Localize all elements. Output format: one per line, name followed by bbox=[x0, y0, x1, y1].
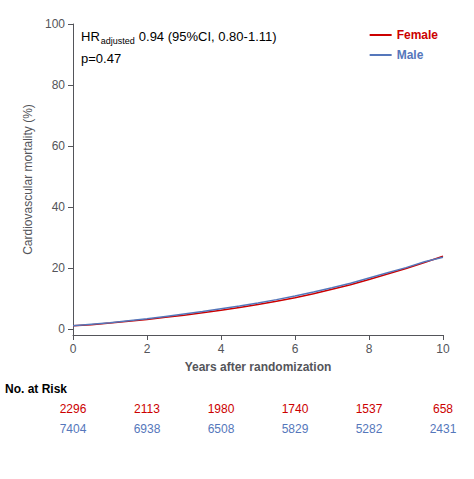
svg-text:1980: 1980 bbox=[208, 402, 235, 416]
svg-text:2296: 2296 bbox=[60, 402, 87, 416]
svg-text:60: 60 bbox=[52, 139, 66, 153]
svg-text:100: 100 bbox=[45, 17, 65, 31]
svg-text:0.94 (95%CI, 0.80-1.11): 0.94 (95%CI, 0.80-1.11) bbox=[139, 29, 277, 44]
svg-text:2: 2 bbox=[144, 342, 151, 356]
svg-text:6508: 6508 bbox=[208, 422, 235, 436]
svg-text:No. at Risk: No. at Risk bbox=[5, 382, 67, 396]
svg-text:p=0.47: p=0.47 bbox=[81, 51, 121, 66]
svg-text:5829: 5829 bbox=[282, 422, 309, 436]
svg-text:7404: 7404 bbox=[60, 422, 87, 436]
svg-text:80: 80 bbox=[52, 78, 66, 92]
svg-text:adjusted: adjusted bbox=[101, 36, 135, 46]
svg-text:4: 4 bbox=[218, 342, 225, 356]
svg-text:HR: HR bbox=[81, 29, 100, 44]
svg-text:10: 10 bbox=[436, 342, 450, 356]
svg-text:0: 0 bbox=[58, 322, 65, 336]
svg-text:40: 40 bbox=[52, 200, 66, 214]
svg-text:5282: 5282 bbox=[356, 422, 383, 436]
svg-text:2431: 2431 bbox=[430, 422, 457, 436]
svg-text:Cardiovascular mortality (%): Cardiovascular mortality (%) bbox=[21, 104, 35, 255]
svg-text:Years after randomization: Years after randomization bbox=[185, 360, 332, 374]
svg-text:6938: 6938 bbox=[134, 422, 161, 436]
svg-text:658: 658 bbox=[433, 402, 453, 416]
svg-text:Female: Female bbox=[397, 28, 439, 42]
svg-text:2113: 2113 bbox=[134, 402, 160, 416]
svg-text:8: 8 bbox=[366, 342, 373, 356]
svg-text:1537: 1537 bbox=[356, 402, 383, 416]
svg-text:Male: Male bbox=[397, 48, 424, 62]
svg-text:0: 0 bbox=[70, 342, 77, 356]
svg-text:6: 6 bbox=[292, 342, 299, 356]
svg-text:20: 20 bbox=[52, 261, 66, 275]
svg-text:1740: 1740 bbox=[282, 402, 309, 416]
